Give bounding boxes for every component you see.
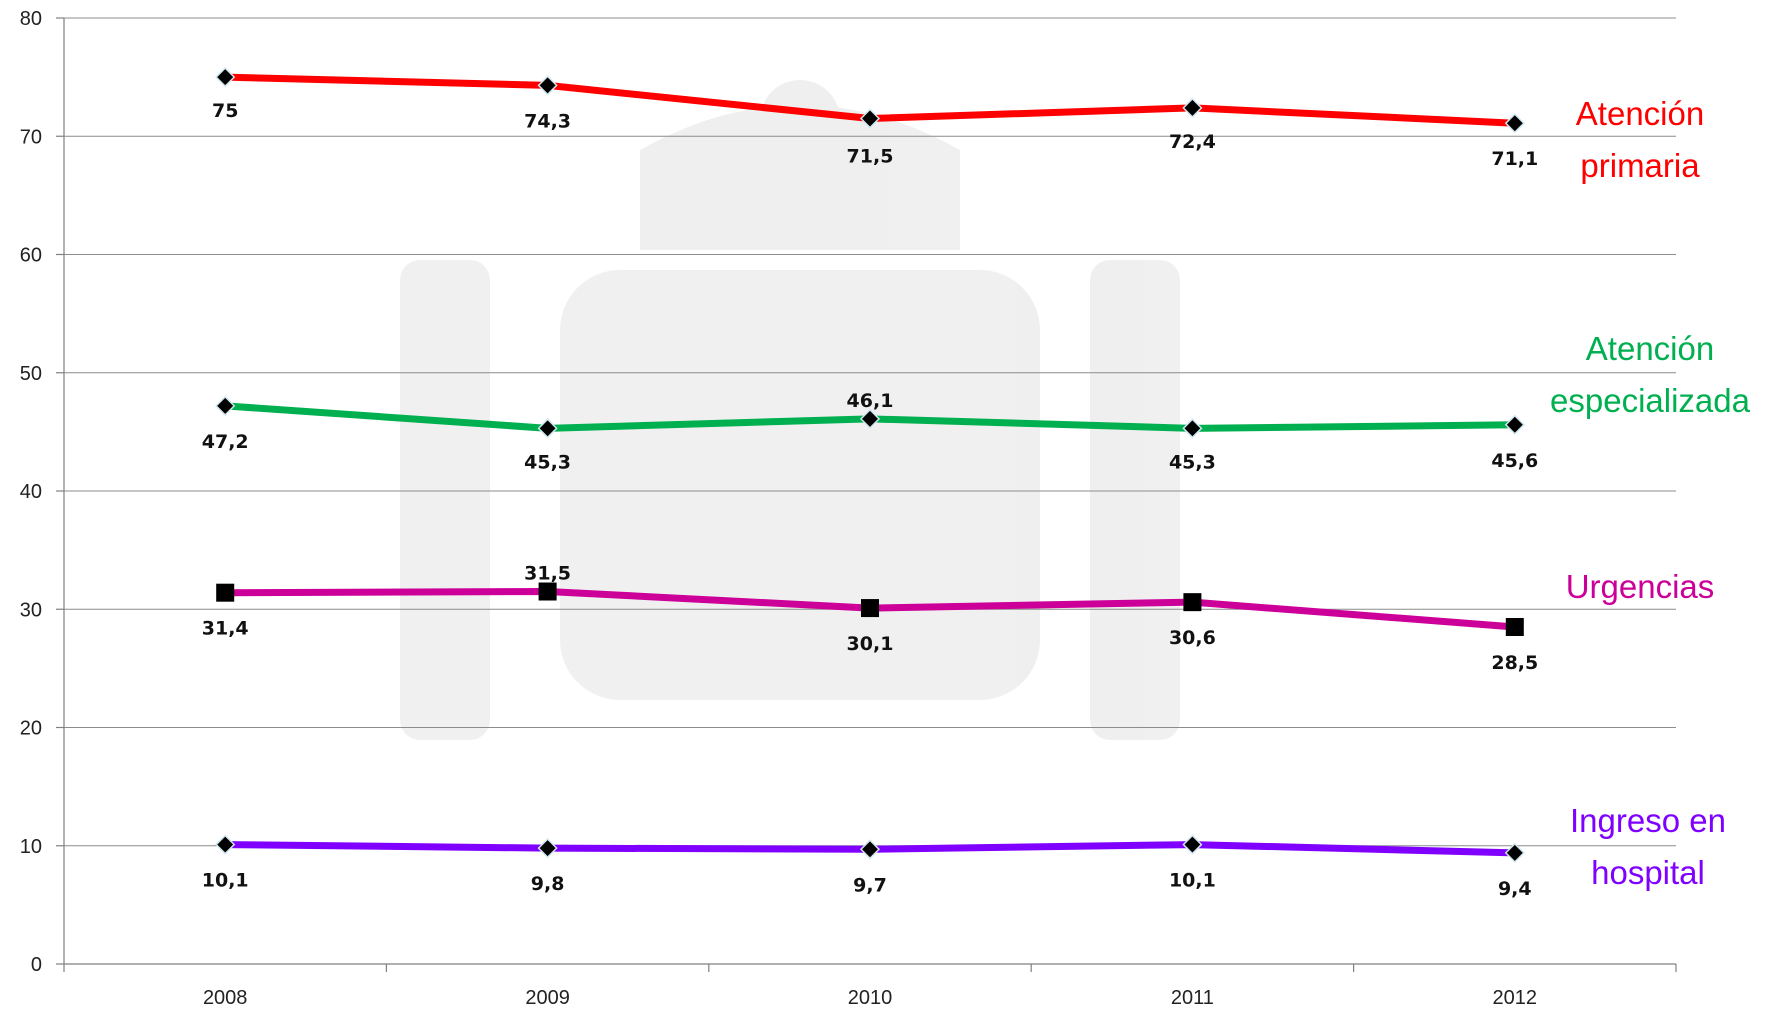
data-point-marker [1504,842,1525,863]
data-point-marker [1504,414,1525,435]
y-tick-label-10: 10 [20,836,42,858]
data-point-marker [1504,113,1525,134]
x-tick-label-2011: 2011 [1171,987,1214,1009]
x-tick-label-2008: 2008 [203,987,248,1009]
data-label: 71,5 [847,146,894,168]
data-label: 46,1 [847,390,894,412]
y-tick-label-80: 80 [20,8,42,30]
data-labels: 75 74,3 71,5 72,4 71,1 47,2 45,3 46,1 45,3 45,6 31… [202,100,1538,900]
data-label: 45,3 [524,451,571,473]
data-label: 30,6 [1169,627,1216,649]
data-point-marker [538,582,557,601]
y-tick-label-70: 70 [20,126,42,148]
data-label: 72,4 [1169,131,1216,153]
data-point-marker [215,395,236,416]
y-tick-label-50: 50 [20,363,42,385]
data-label: 28,5 [1491,652,1538,674]
series-name-label: Urgencias [1566,568,1715,605]
data-point-marker [215,834,236,855]
y-tick-label-40: 40 [20,481,42,503]
data-label: 74,3 [524,110,571,132]
series-markers [215,67,1525,863]
coat-of-arms-watermark [400,80,1180,740]
data-point-marker [537,418,558,439]
data-label: 9,4 [1498,878,1532,900]
data-point-marker [1505,617,1524,636]
y-tick-label-30: 30 [20,599,42,621]
data-label: 10,1 [202,870,249,892]
data-point-marker [537,838,558,859]
y-tick-label-0: 0 [31,954,42,976]
data-point-marker [861,599,879,618]
y-tick-label-20: 20 [20,718,42,740]
data-label: 71,1 [1491,148,1538,170]
series-name-label: primaria [1580,147,1700,184]
series-name-labels: Atención primaria Atención especializada Urg… [1550,95,1751,891]
data-point-marker [1182,834,1203,855]
data-point-marker [537,75,558,96]
data-label: 9,7 [853,874,887,896]
series-name-label: Ingreso en [1570,802,1726,839]
data-label: 45,6 [1491,450,1538,472]
series-name-label: Atención [1586,330,1714,367]
series-name-label: especializada [1550,382,1751,419]
y-tick-label-60: 60 [20,245,42,267]
data-point-marker [215,67,236,88]
x-axis-tick-labels: 2008 2009 2010 2011 2012 [203,987,1537,1009]
data-label: 10,1 [1169,870,1216,892]
data-point-marker [1182,418,1203,439]
data-label: 31,4 [202,618,249,640]
data-label: 75 [212,100,238,122]
x-tick-label-2012: 2012 [1493,987,1538,1009]
data-label: 30,1 [847,633,894,655]
x-tick-label-2010: 2010 [848,987,893,1009]
series-name-label: hospital [1591,854,1705,891]
data-point-marker [1182,97,1203,118]
data-point-marker [859,408,881,429]
data-point-marker [216,583,235,602]
data-label: 45,3 [1169,451,1216,473]
data-point-marker [1183,593,1202,612]
series-name-label: Atención [1576,95,1704,132]
data-label: 9,8 [531,873,565,895]
data-label: 47,2 [202,431,249,453]
data-point-marker [859,839,881,860]
data-point-marker [859,108,881,129]
x-tick-label-2009: 2009 [525,987,570,1009]
y-axis-tick-labels: 0 10 20 30 40 50 60 70 80 [20,8,42,976]
data-label: 31,5 [524,563,571,585]
axes [56,17,1677,972]
